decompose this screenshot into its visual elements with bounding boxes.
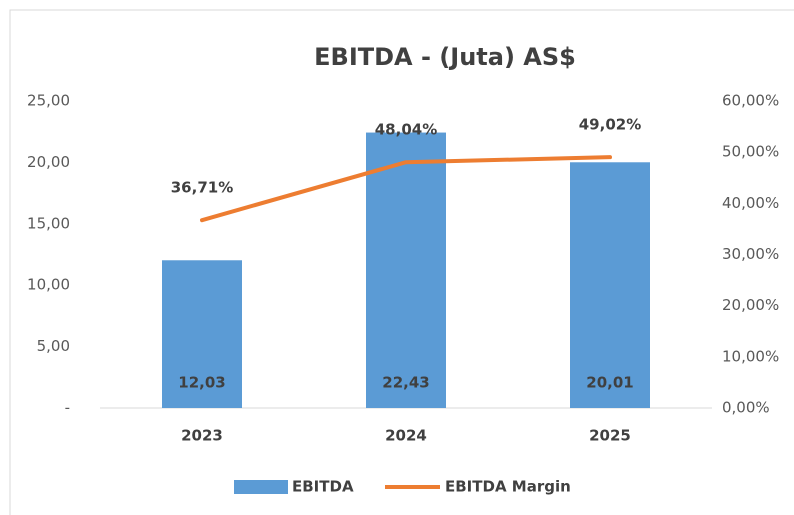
bar [162, 260, 242, 408]
chart-title: EBITDA - (Juta) AS$ [314, 43, 576, 71]
y-tick-label: 15,00 [27, 214, 70, 232]
x-tick-label: 2024 [385, 427, 427, 445]
x-tick-label: 2023 [181, 427, 223, 445]
margin-line [200, 155, 612, 223]
line-value-label: 48,04% [375, 121, 437, 139]
y2-tick-label: 10,00% [722, 347, 779, 365]
y-tick-label: - [65, 399, 70, 417]
y-tick-label: 5,00 [37, 337, 70, 355]
y-tick-label: 10,00 [27, 276, 70, 294]
y2-tick-label: 60,00% [722, 92, 779, 110]
y2-tick-label: 0,00% [722, 399, 770, 417]
y2-tick-label: 50,00% [722, 143, 779, 161]
legend-label: EBITDA Margin [445, 478, 571, 496]
bar-value-label: 22,43 [382, 374, 429, 392]
bar [570, 162, 650, 408]
y2-tick-label: 40,00% [722, 194, 779, 212]
y-tick-label: 25,00 [27, 92, 70, 110]
line-value-label: 49,02% [579, 116, 641, 134]
legend-swatch [234, 480, 288, 494]
bar [366, 132, 446, 408]
bar-value-label: 12,03 [178, 374, 225, 392]
legend-label: EBITDA [292, 478, 354, 496]
y2-tick-label: 20,00% [722, 296, 779, 314]
line-value-label: 36,71% [171, 179, 233, 197]
bar-value-label: 20,01 [586, 374, 633, 392]
y-tick-label: 20,00 [27, 153, 70, 171]
x-tick-label: 2025 [589, 427, 631, 445]
y2-tick-label: 30,00% [722, 245, 779, 263]
